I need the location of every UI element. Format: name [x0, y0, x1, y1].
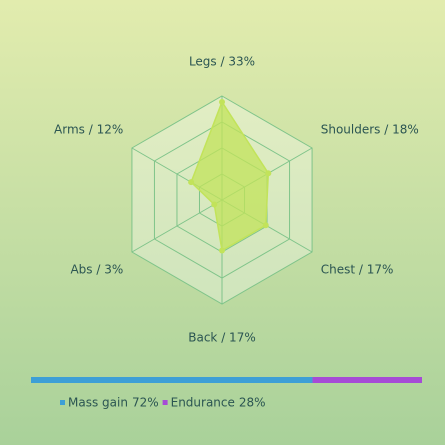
- axis-label: Abs / 3%: [70, 263, 123, 277]
- radar-point: [262, 222, 269, 229]
- radar-point: [219, 247, 225, 254]
- axis-label: Arms / 12%: [54, 123, 123, 137]
- progress-segment: [312, 377, 422, 383]
- axis-label: Back / 17%: [188, 331, 255, 345]
- radar-point: [219, 98, 225, 105]
- legend-value: 28%: [239, 396, 266, 410]
- radar-point: [188, 179, 195, 186]
- radar-point: [265, 170, 272, 177]
- radar-point: [211, 201, 218, 208]
- axis-label: Legs / 33%: [189, 55, 255, 69]
- axis-spoke: [131, 199, 223, 253]
- axis-label: Chest / 17%: [321, 263, 394, 277]
- legend-name: Mass gain: [68, 396, 128, 410]
- legend-value: 72%: [132, 396, 159, 410]
- legend-name: Endurance: [171, 396, 235, 410]
- legend-swatch: [162, 400, 168, 405]
- legend-swatch: [60, 400, 65, 405]
- progress-segment: [31, 377, 313, 383]
- axis-label: Shoulders / 18%: [321, 123, 419, 137]
